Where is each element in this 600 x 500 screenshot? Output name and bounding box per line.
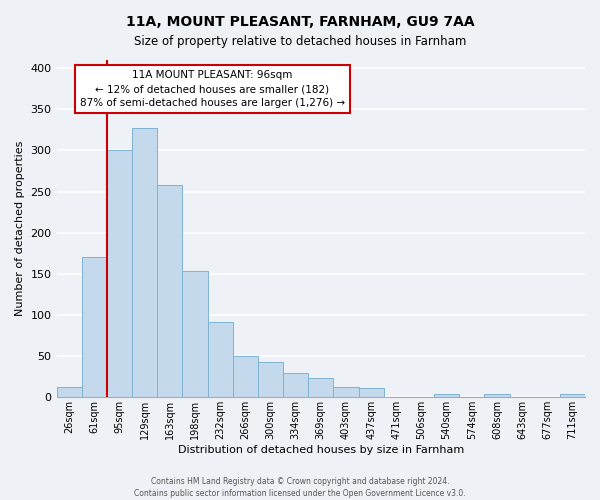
- Bar: [56, 386, 82, 398]
- Bar: [182, 272, 208, 398]
- Bar: [233, 356, 258, 398]
- Bar: [308, 378, 334, 398]
- Y-axis label: Number of detached properties: Number of detached properties: [15, 141, 25, 316]
- Bar: [208, 322, 233, 398]
- Bar: [107, 150, 132, 398]
- Bar: [334, 388, 359, 398]
- Bar: [283, 372, 308, 398]
- Bar: [82, 258, 107, 398]
- Bar: [484, 394, 509, 398]
- Text: Size of property relative to detached houses in Farnham: Size of property relative to detached ho…: [134, 35, 466, 48]
- X-axis label: Distribution of detached houses by size in Farnham: Distribution of detached houses by size …: [178, 445, 464, 455]
- Bar: [132, 128, 157, 398]
- Bar: [434, 394, 459, 398]
- Bar: [560, 394, 585, 398]
- Text: Contains HM Land Registry data © Crown copyright and database right 2024.
Contai: Contains HM Land Registry data © Crown c…: [134, 476, 466, 498]
- Text: 11A MOUNT PLEASANT: 96sqm
← 12% of detached houses are smaller (182)
87% of semi: 11A MOUNT PLEASANT: 96sqm ← 12% of detac…: [80, 70, 345, 108]
- Bar: [258, 362, 283, 398]
- Bar: [157, 185, 182, 398]
- Bar: [359, 388, 383, 398]
- Text: 11A, MOUNT PLEASANT, FARNHAM, GU9 7AA: 11A, MOUNT PLEASANT, FARNHAM, GU9 7AA: [125, 15, 475, 29]
